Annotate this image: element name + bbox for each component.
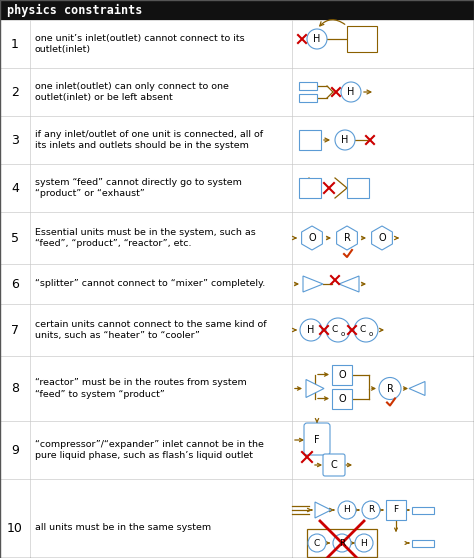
Bar (332, 388, 352, 408)
Text: F: F (314, 435, 320, 445)
Bar (347, 26, 377, 52)
Bar (299, 82, 317, 90)
Text: one unit’s inlet(outlet) cannot connect to its
outlet(inlet): one unit’s inlet(outlet) cannot connect … (35, 33, 245, 54)
Text: one inlet(outlet) can only connect to one
outlet(inlet) or be left absent: one inlet(outlet) can only connect to on… (35, 81, 229, 103)
Polygon shape (409, 382, 425, 396)
Text: H: H (313, 34, 321, 44)
Bar (0, 0, 474, 20)
Circle shape (333, 534, 351, 552)
Text: C: C (332, 325, 338, 334)
Text: R: R (339, 538, 345, 547)
Text: 5: 5 (11, 232, 19, 244)
Text: R: R (368, 506, 374, 514)
Text: 9: 9 (11, 444, 19, 456)
Circle shape (355, 534, 373, 552)
Bar (299, 130, 321, 150)
Polygon shape (315, 502, 331, 518)
Circle shape (362, 501, 380, 519)
Polygon shape (301, 226, 322, 250)
Circle shape (338, 501, 356, 519)
Text: o: o (341, 331, 345, 337)
Text: “splitter” cannot connect to “mixer” completely.: “splitter” cannot connect to “mixer” com… (35, 280, 265, 288)
Circle shape (379, 378, 401, 400)
Text: 1: 1 (11, 37, 19, 51)
Text: 4: 4 (11, 181, 19, 195)
Text: H: H (341, 135, 349, 145)
Text: O: O (338, 393, 346, 403)
Polygon shape (337, 226, 357, 250)
Text: R: R (344, 233, 350, 243)
Text: 2: 2 (11, 85, 19, 99)
Text: O: O (308, 233, 316, 243)
Circle shape (341, 82, 361, 102)
Text: H: H (344, 506, 350, 514)
Text: “reactor” must be in the routes from system
“feed” to system “product”: “reactor” must be in the routes from sys… (35, 378, 247, 399)
Text: certain units cannot connect to the same kind of
units, such as “heater” to “coo: certain units cannot connect to the same… (35, 320, 266, 340)
Polygon shape (303, 276, 323, 292)
Circle shape (307, 29, 327, 49)
Text: H: H (307, 325, 315, 335)
Bar (332, 364, 352, 384)
Text: 8: 8 (11, 382, 19, 395)
Text: 10: 10 (7, 522, 23, 535)
Circle shape (300, 319, 322, 341)
Text: 6: 6 (11, 277, 19, 291)
Circle shape (335, 130, 355, 150)
FancyBboxPatch shape (304, 423, 330, 455)
Text: C: C (331, 460, 337, 470)
Polygon shape (306, 379, 324, 397)
Text: Essential units must be in the system, such as
“feed”, “product”, “reactor”, etc: Essential units must be in the system, s… (35, 228, 256, 248)
Bar (299, 178, 321, 198)
Polygon shape (372, 226, 392, 250)
Text: O: O (338, 369, 346, 379)
Circle shape (354, 318, 378, 342)
Circle shape (326, 318, 350, 342)
Circle shape (308, 534, 326, 552)
Text: physics constraints: physics constraints (7, 3, 142, 17)
Bar (307, 529, 377, 557)
Text: if any inlet/outlet of one unit is connected, all of
its inlets and outlets shou: if any inlet/outlet of one unit is conne… (35, 129, 263, 151)
Text: H: H (361, 538, 367, 547)
Text: system “feed” cannot directly go to system
“product” or “exhaust”: system “feed” cannot directly go to syst… (35, 177, 242, 199)
Bar (386, 500, 406, 520)
Bar (347, 178, 369, 198)
Text: O: O (378, 233, 386, 243)
Text: “compressor”/“expander” inlet cannot be in the
pure liquid phase, such as flash’: “compressor”/“expander” inlet cannot be … (35, 440, 264, 460)
Text: H: H (347, 87, 355, 97)
Text: F: F (393, 506, 399, 514)
Text: R: R (387, 383, 393, 393)
Bar (299, 94, 317, 102)
Text: 3: 3 (11, 133, 19, 147)
FancyBboxPatch shape (323, 454, 345, 476)
Polygon shape (339, 276, 359, 292)
Bar (412, 540, 434, 547)
Text: 7: 7 (11, 324, 19, 336)
Bar (412, 507, 434, 514)
Text: all units must be in the same system: all units must be in the same system (35, 523, 211, 532)
Text: o: o (369, 331, 373, 337)
Text: C: C (360, 325, 366, 334)
Text: C: C (314, 538, 320, 547)
